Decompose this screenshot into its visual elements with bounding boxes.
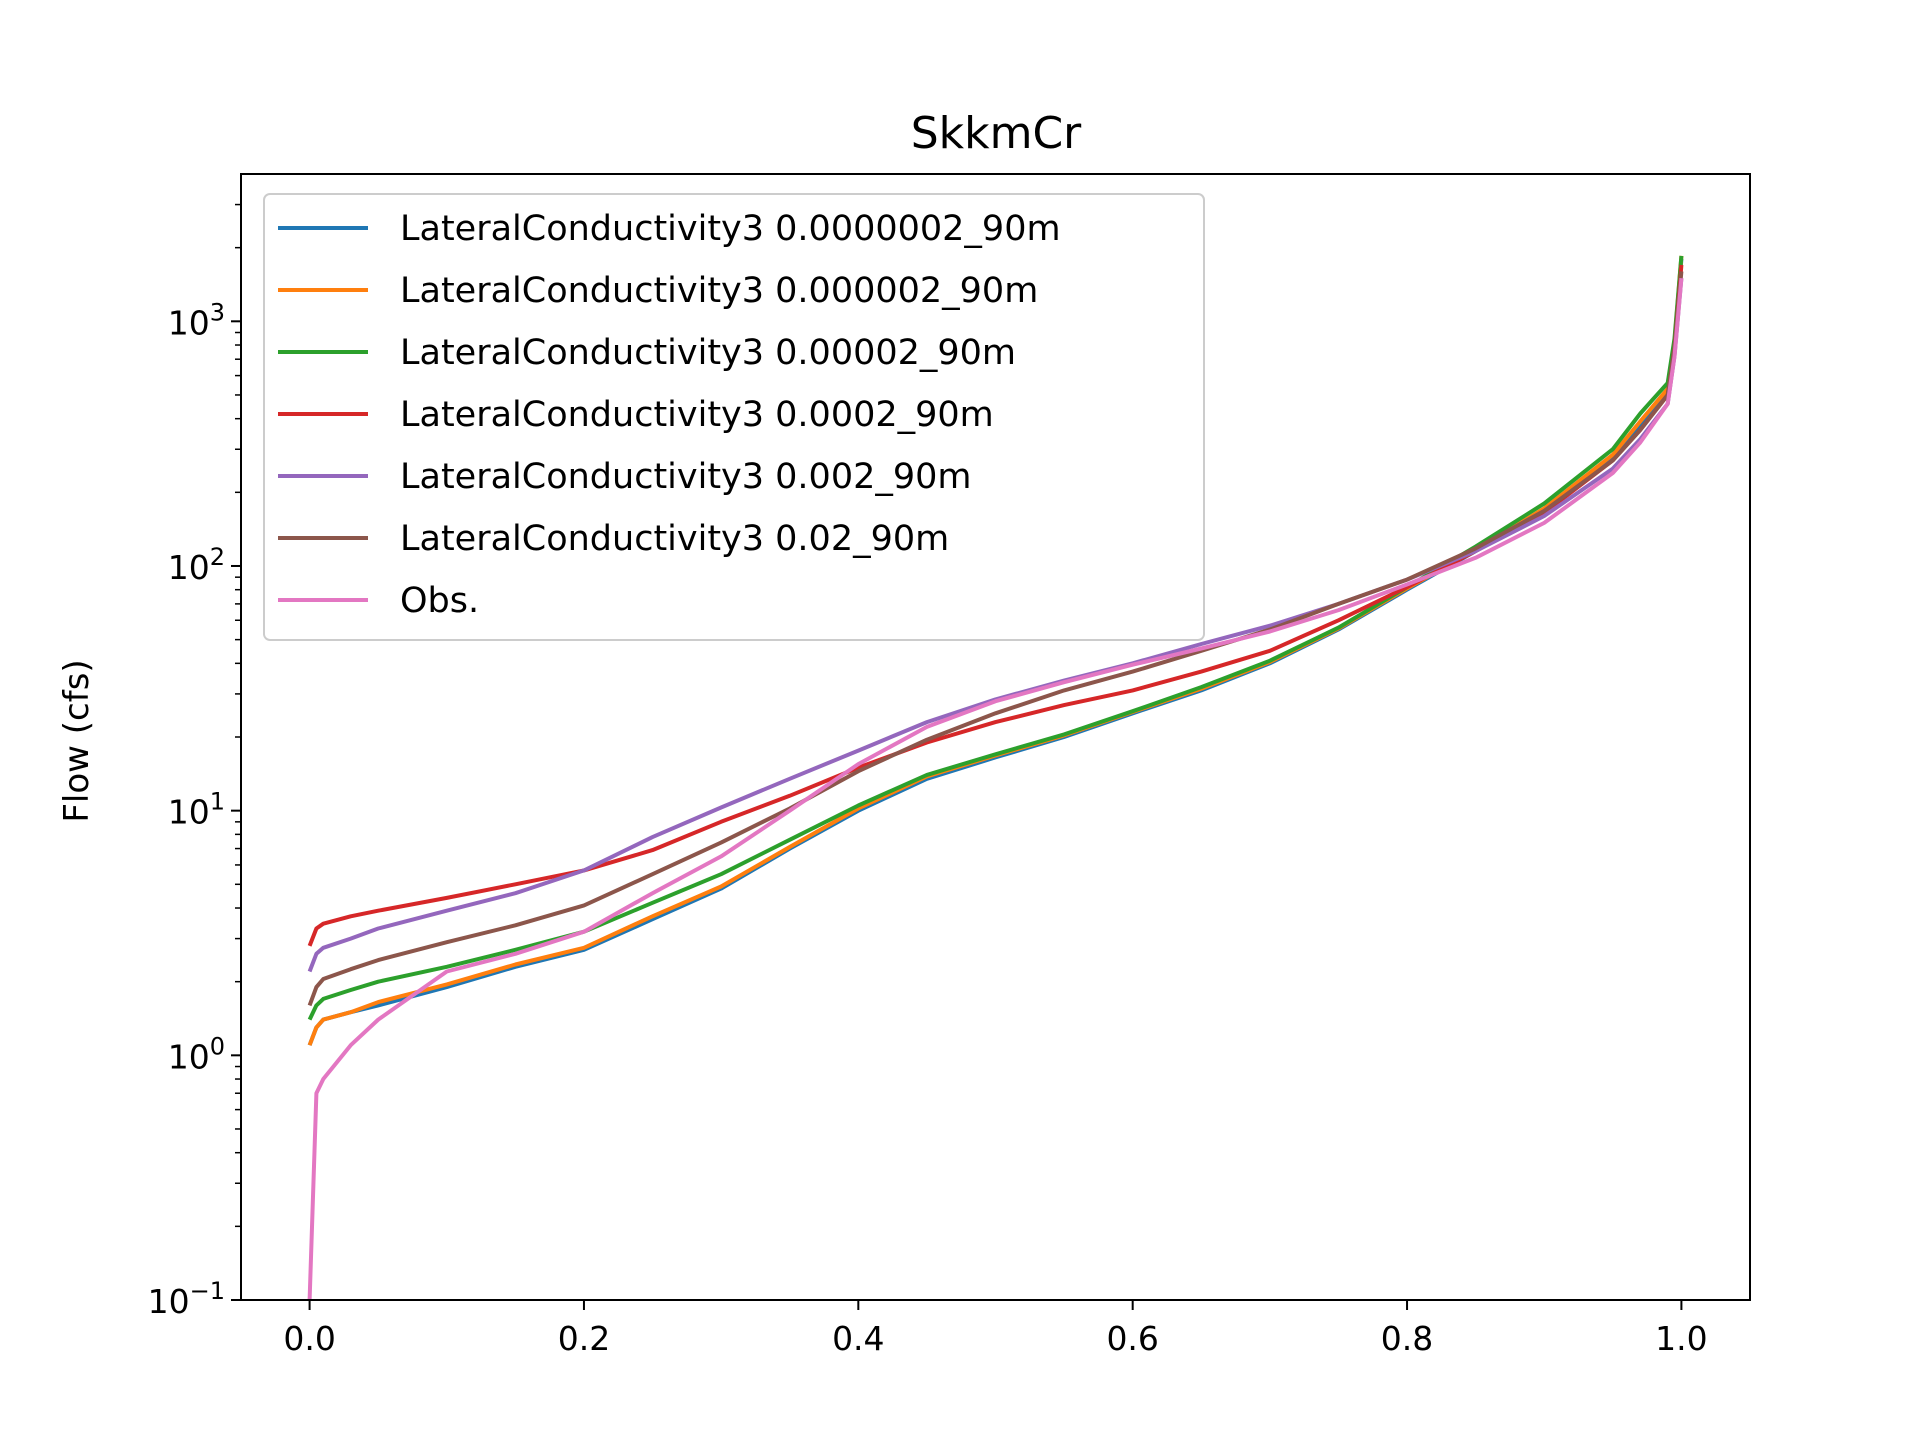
legend-label: LateralConductivity3 0.0002_90m: [400, 395, 994, 435]
y-tick-label: 103: [168, 298, 225, 342]
x-axis: 0.0 0.2 0.4 0.6 0.8 1.0: [283, 1300, 1708, 1358]
plot-area: [307, 255, 1684, 1300]
series-line-3: [307, 255, 1684, 1021]
series-line-6: [307, 271, 1684, 1007]
legend-label: LateralConductivity3 0.00002_90m: [400, 333, 1016, 373]
legend-label: LateralConductivity3 0.0000002_90m: [400, 209, 1061, 249]
legend-label: LateralConductivity3 0.002_90m: [400, 457, 971, 497]
y-tick-label: 100: [168, 1032, 225, 1076]
y-axis-label: Flow (cfs): [57, 659, 97, 822]
series-line-7: [307, 278, 1684, 1300]
x-tick-label: 0.6: [1106, 1319, 1158, 1358]
x-tick-label: 0.2: [558, 1319, 610, 1358]
x-tick-label: 0.0: [283, 1319, 335, 1358]
legend-box: [263, 193, 1205, 641]
y-tick-label: 101: [168, 788, 225, 832]
y-tick-label: 10−1: [148, 1277, 225, 1321]
axes-frame: [240, 173, 1751, 1301]
legend: LateralConductivity3 0.0000002_90m Latera…: [263, 193, 1205, 641]
x-tick-label: 1.0: [1655, 1319, 1707, 1358]
x-tick-label: 0.4: [832, 1319, 884, 1358]
y-tick-label: 102: [168, 543, 225, 587]
x-tick-label: 0.8: [1381, 1319, 1433, 1358]
legend-label: LateralConductivity3 0.02_90m: [400, 519, 949, 559]
legend-label: LateralConductivity3 0.000002_90m: [400, 271, 1038, 311]
y-axis: 10−1 100 101 102 103: [148, 203, 241, 1321]
chart-title: SkkmCr: [911, 108, 1082, 159]
legend-label: Obs.: [400, 581, 479, 621]
